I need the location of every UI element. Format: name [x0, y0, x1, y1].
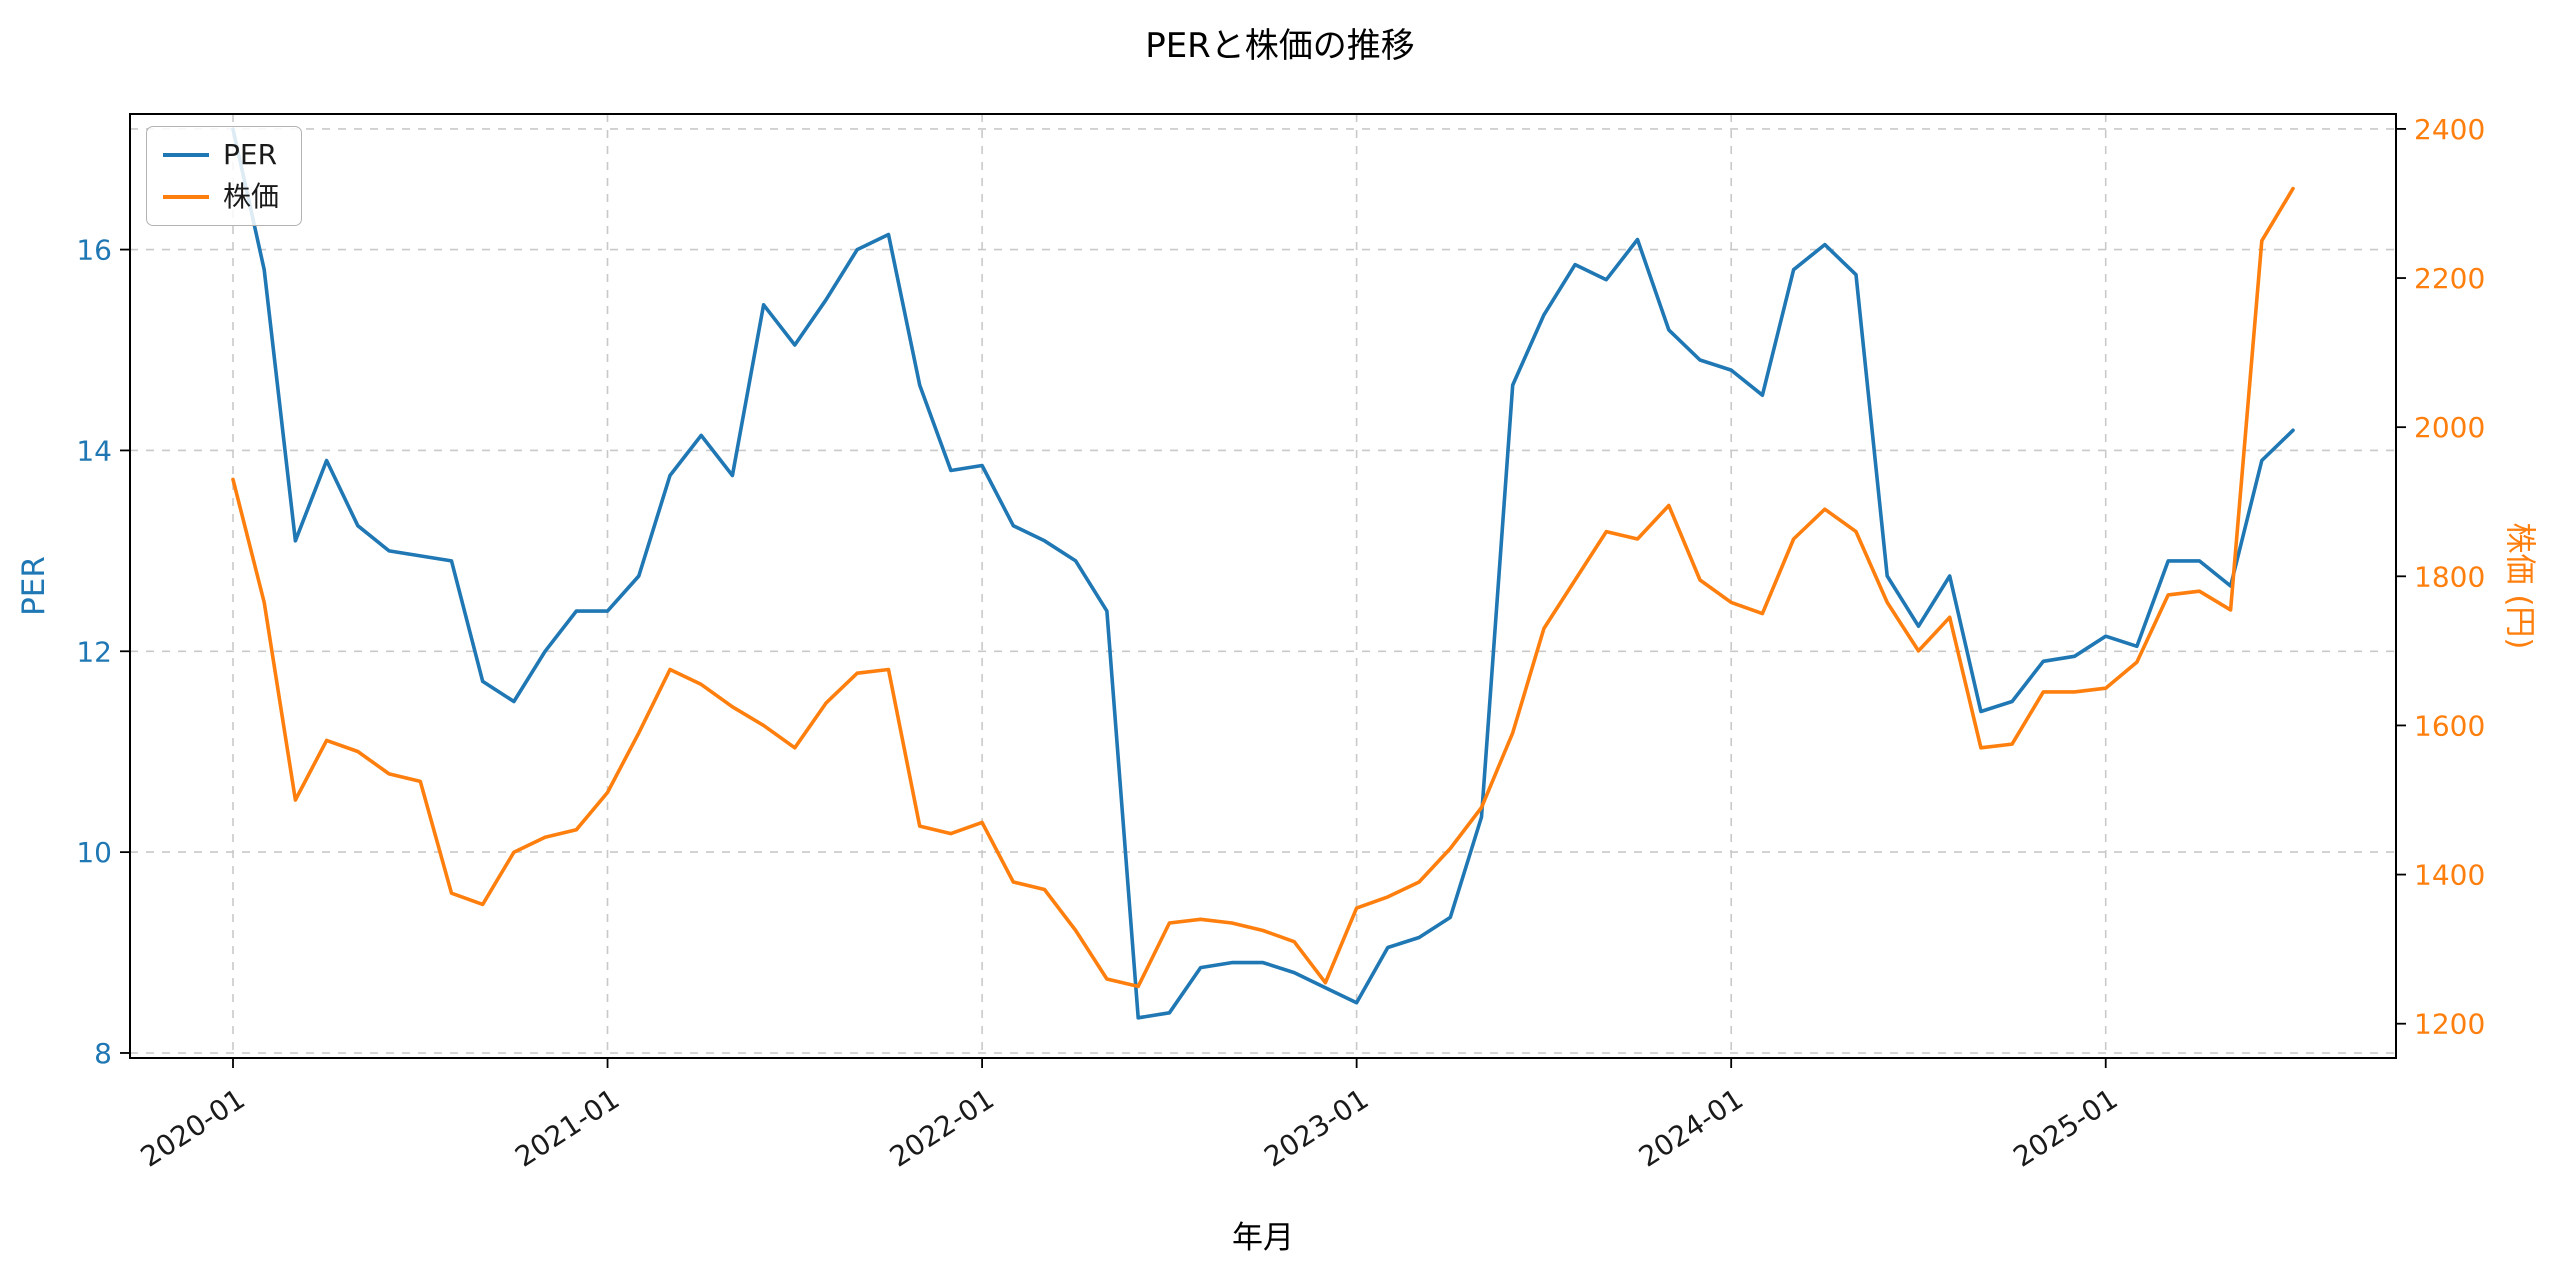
- right-tick-label: 1400: [2414, 859, 2485, 892]
- plot-border: [129, 113, 2397, 1059]
- y-axis-label-right: 株価 (円): [2501, 522, 2538, 650]
- x-tick-label: 2023-01: [1258, 1082, 1374, 1173]
- left-tick-label: 10: [76, 836, 112, 869]
- price-line-swatch: [163, 195, 209, 199]
- x-tick-label: 2020-01: [135, 1082, 251, 1173]
- legend-label-price: 株価: [223, 180, 280, 213]
- right-tick-label: 1800: [2414, 560, 2485, 593]
- x-tick-label: 2021-01: [509, 1082, 625, 1173]
- left-tick-label: 12: [76, 635, 112, 668]
- right-tick-label: 1600: [2414, 709, 2485, 742]
- left-tick-label: 14: [76, 434, 112, 467]
- left-tick-label: 16: [76, 234, 112, 267]
- left-tick-label: 8: [94, 1037, 112, 1070]
- per-line: [231, 127, 2295, 1020]
- right-tick-label: 2400: [2414, 113, 2485, 146]
- legend-item-per: PER: [163, 141, 279, 169]
- right-tick-label: 2000: [2414, 411, 2485, 444]
- y-axis-label-left: PER: [16, 556, 52, 616]
- x-axis-label: 年月: [1232, 1220, 1294, 1256]
- legend-item-price: 株価: [163, 183, 279, 211]
- per-line-swatch: [163, 153, 209, 157]
- chart-title: PERと株価の推移: [1145, 26, 1415, 66]
- x-tick-label: 2022-01: [884, 1082, 1000, 1173]
- x-tick-label: 2025-01: [2007, 1082, 2123, 1173]
- right-tick-label: 2200: [2414, 262, 2485, 295]
- price-line: [231, 186, 2295, 989]
- legend: PER 株価: [146, 126, 303, 226]
- right-tick-label: 1200: [2414, 1008, 2485, 1041]
- x-tick-label: 2024-01: [1633, 1082, 1749, 1173]
- legend-label-per: PER: [223, 138, 278, 171]
